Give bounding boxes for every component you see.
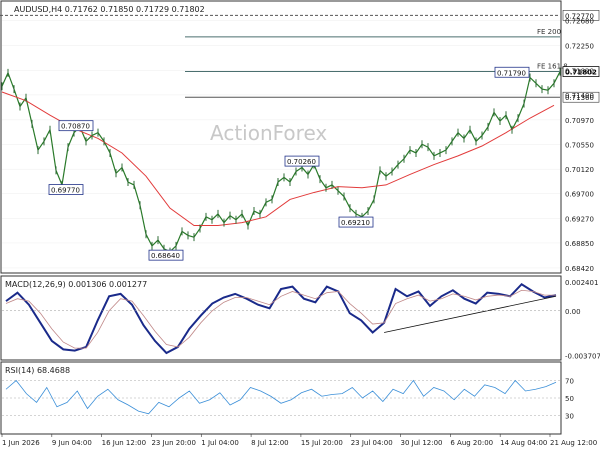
rsi-tick-label: 50 xyxy=(565,395,574,403)
x-tick-label: 14 Aug 04:00 xyxy=(500,439,547,447)
x-tick-label: 23 Jun 20:00 xyxy=(151,439,195,447)
x-tick-label: 16 Jun 12:00 xyxy=(102,439,146,447)
level-label: 0.72770 xyxy=(565,12,594,20)
swing-label-box xyxy=(148,249,184,261)
price-tick-label: 0.71400 xyxy=(565,92,594,100)
macd-panel: MACD(12,26,9) 0.001306 0.001277 0.002401… xyxy=(0,275,600,361)
price-tick-label: 0.68850 xyxy=(565,240,594,248)
level-box xyxy=(562,91,600,103)
series-price xyxy=(1,71,561,253)
swing-label: 0.70260 xyxy=(287,158,316,166)
swing-label: 0.70870 xyxy=(61,123,90,131)
x-tick-label: 1 Jul 04:00 xyxy=(201,439,239,447)
series-ma xyxy=(1,91,555,227)
swing-label: 0.68640 xyxy=(151,252,180,260)
macd-title: MACD(12,26,9) 0.001306 0.001277 xyxy=(5,280,147,289)
watermark: ActionForex xyxy=(210,121,327,145)
price-lines xyxy=(1,67,561,256)
macd-macd xyxy=(5,282,557,355)
rsi-tick-label: 30 xyxy=(565,413,574,421)
level-label: 0.71360 xyxy=(565,94,594,102)
price-tick-label: 0.69270 xyxy=(565,216,594,224)
x-tick-label: 8 Jul 12:00 xyxy=(251,439,289,447)
price-tick-label: 0.70550 xyxy=(565,141,594,149)
x-tick-label: 6 Aug 20:00 xyxy=(450,439,493,447)
macd-tick-label: 0.002401 xyxy=(565,279,598,287)
current-price-box xyxy=(562,66,600,77)
price-tick-label: 0.70970 xyxy=(565,117,594,125)
x-tick-label: 1 Jun 2026 xyxy=(2,439,40,447)
price-tick-label: 0.72680 xyxy=(565,18,594,26)
x-axis: 1 Jun 2026 9 Jun 04:00 16 Jun 12:00 23 Jun … xyxy=(1,434,597,447)
macd-signal xyxy=(5,289,556,349)
macd-tick-label: -0.003707 xyxy=(565,352,600,360)
rsi-line xyxy=(5,379,557,415)
swing-label: 0.69770 xyxy=(51,187,80,195)
swing-label-box xyxy=(58,120,94,132)
rsi-title: RSI(14) 68.4688 xyxy=(5,366,70,375)
price-panel: AUDUSD,H4 0.71762 0.71850 0.71729 0.7180… xyxy=(0,0,600,274)
price-tick-label: 0.72250 xyxy=(565,43,594,51)
swing-label: 0.69210 xyxy=(341,219,370,227)
x-tick-label: 23 Jul 04:00 xyxy=(351,439,393,447)
rsi-lines xyxy=(2,379,560,416)
swing-label-box xyxy=(48,184,84,195)
macd-axis: 0.002401 0.00 -0.003707 xyxy=(565,279,600,361)
x-tick-label: 21 Aug 12:00 xyxy=(550,439,597,447)
rsi-panel: RSI(14) 68.4688 70 50 30 xyxy=(0,361,574,435)
price-annotations: 0.70870 0.69770 0.68640 0.70260 0.69210 0.717… xyxy=(48,66,530,261)
macd-lines xyxy=(2,282,560,355)
swing-label-box xyxy=(338,216,374,228)
swing-label-box xyxy=(494,66,530,78)
price-grid xyxy=(2,20,560,269)
swing-label-box xyxy=(284,155,320,167)
x-tick-label: 15 Jul 20:00 xyxy=(301,439,343,447)
current-price-label: 0.71802 xyxy=(565,69,597,77)
x-tick-label: 30 Jul 12:00 xyxy=(401,439,443,447)
rsi-axis: 70 50 30 xyxy=(565,378,574,421)
rsi-tick-label: 70 xyxy=(565,378,574,386)
price-tick-label: 0.69700 xyxy=(565,191,594,199)
fib-label: FE 200 xyxy=(537,28,561,36)
macd-trendline xyxy=(384,295,557,333)
price-tick-label: 0.68420 xyxy=(565,265,594,273)
price-axis: 0.68420 0.68850 0.69270 0.69700 0.70120 0.705… xyxy=(565,18,594,273)
price-tick-label: 0.70120 xyxy=(565,166,594,174)
rsi-frame xyxy=(0,361,562,435)
level-box xyxy=(562,10,600,21)
x-tick-label: 9 Jun 04:00 xyxy=(52,439,92,447)
price-title: AUDUSD,H4 0.71762 0.71850 0.71729 0.7180… xyxy=(14,5,205,14)
fib-label: FE 161.8 xyxy=(537,63,568,71)
swing-label: 0.71790 xyxy=(497,69,526,77)
macd-tick-label: 0.00 xyxy=(565,308,581,316)
price-tick-label: 0.71820 xyxy=(565,68,594,76)
